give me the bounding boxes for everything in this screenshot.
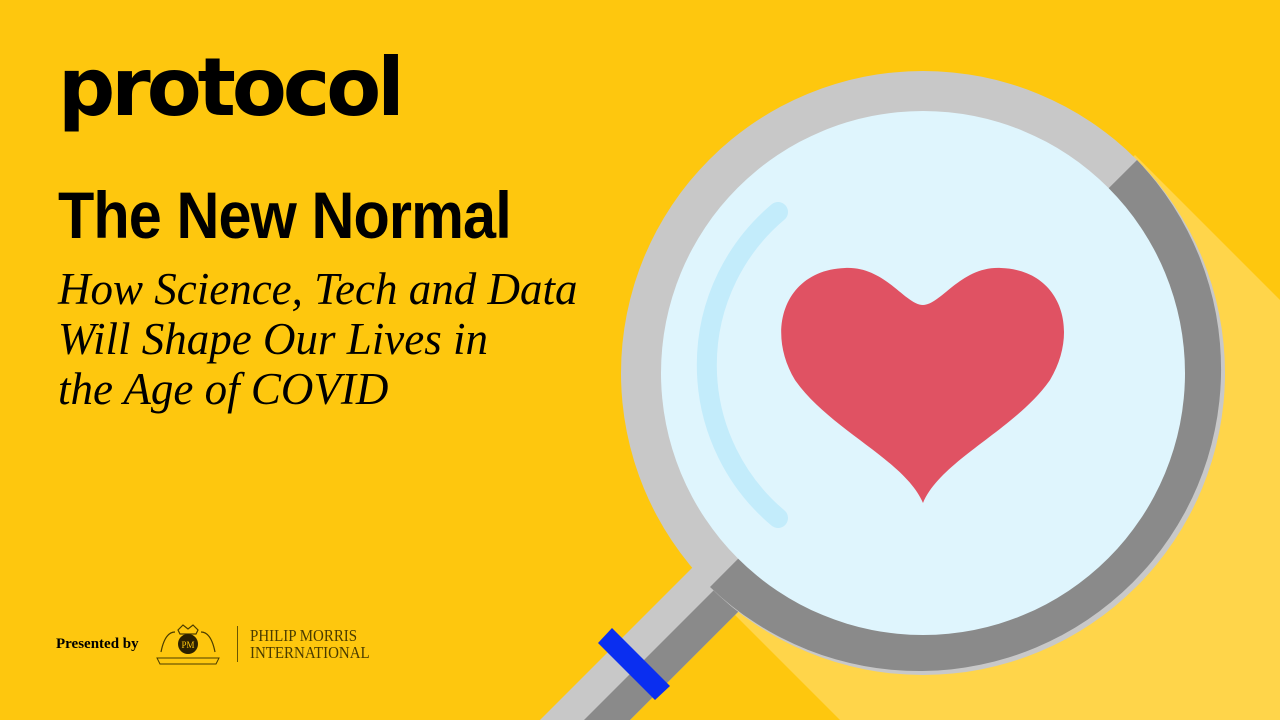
heart-icon bbox=[781, 267, 1065, 503]
pmi-crest-icon: PM bbox=[155, 624, 220, 665]
sponsor-block: Presented by PM PHILIP MORRIS INTERNATIO… bbox=[56, 622, 386, 666]
subtitle-line: How Science, Tech and Data bbox=[58, 264, 578, 314]
protocol-logo: protocol bbox=[58, 41, 405, 134]
page-title: The New Normal bbox=[58, 178, 512, 252]
subtitle-line: the Age of COVID bbox=[58, 364, 389, 414]
pmi-wordmark: PHILIP MORRIS INTERNATIONAL bbox=[250, 627, 370, 661]
subtitle: How Science, Tech and Data Will Shape Ou… bbox=[58, 264, 618, 414]
svg-text:PM: PM bbox=[181, 640, 194, 650]
presented-by-label: Presented by bbox=[56, 635, 139, 652]
lens-highlight bbox=[696, 202, 788, 528]
subtitle-line: Will Shape Our Lives in bbox=[58, 314, 488, 364]
pmi-name-line: INTERNATIONAL bbox=[249, 643, 370, 662]
handle bbox=[540, 560, 745, 720]
divider bbox=[236, 626, 238, 662]
pmi-name-line: PHILIP MORRIS bbox=[249, 626, 357, 645]
handle-band bbox=[598, 628, 670, 700]
